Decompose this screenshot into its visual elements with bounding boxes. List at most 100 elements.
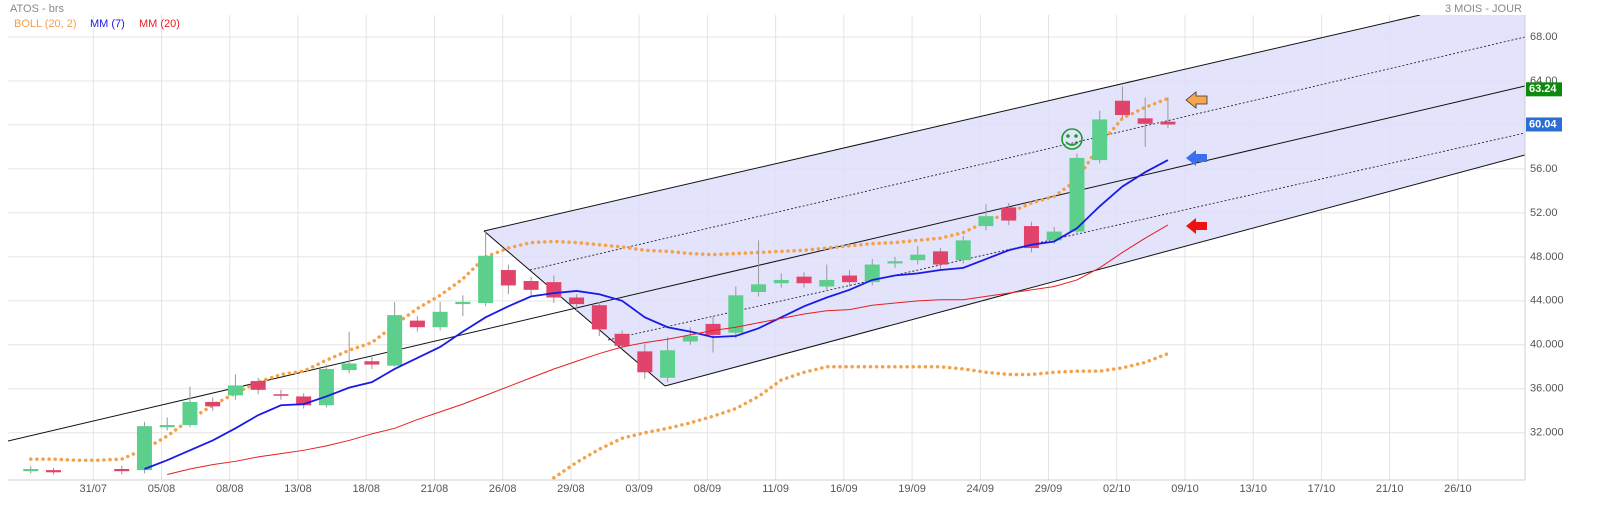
- x-tick-label: 17/10: [1308, 483, 1336, 495]
- x-tick-label: 26/08: [489, 483, 517, 495]
- x-tick-label: 18/08: [352, 483, 380, 495]
- candle-body: [1160, 121, 1176, 125]
- arrow-blue: [1186, 150, 1207, 166]
- candle-body: [1046, 231, 1062, 241]
- arrow-orange: [1185, 91, 1208, 109]
- x-tick-label: 26/10: [1444, 483, 1472, 495]
- candle-body: [205, 401, 221, 407]
- candle-body: [932, 251, 948, 265]
- candle-body: [1069, 157, 1085, 232]
- smiley: [1061, 128, 1083, 150]
- x-tick-label: 11/09: [762, 483, 789, 495]
- candle-body: [136, 426, 152, 471]
- chart-title: ATOS - brs: [10, 3, 64, 15]
- candle-body: [682, 335, 698, 342]
- price-label: 60.04: [1529, 118, 1557, 130]
- x-tick-label: 03/09: [625, 483, 653, 495]
- candle-body: [1137, 118, 1153, 124]
- candle-body: [182, 401, 198, 426]
- x-tick-label: 05/08: [148, 483, 176, 495]
- y-tick-label: 44.000: [1530, 295, 1564, 307]
- candle-body: [387, 315, 403, 366]
- y-tick-label: 68.00: [1530, 31, 1558, 43]
- candle-body: [773, 279, 789, 284]
- channel: [8, 15, 1525, 442]
- price-label-bg: [1526, 82, 1562, 97]
- y-tick-label: 56.00: [1530, 163, 1558, 175]
- candle-body: [432, 311, 448, 328]
- candle-body: [955, 240, 971, 261]
- candle-body: [546, 282, 562, 298]
- candle-body: [910, 254, 926, 261]
- x-tick-label: 31/07: [80, 483, 108, 495]
- candle-body: [842, 275, 858, 283]
- x-tick-label: 09/10: [1171, 483, 1199, 495]
- candle-body: [614, 333, 630, 346]
- x-tick-label: 13/08: [284, 483, 312, 495]
- y-tick-label: 36.000: [1530, 383, 1564, 395]
- candle-body: [114, 469, 130, 472]
- candle-body: [455, 301, 471, 305]
- candle-body: [341, 363, 357, 371]
- axes: 32.000 36.000 40.000 44.000 48.000 52.00 56.00…: [80, 31, 1564, 495]
- candle-body: [250, 381, 266, 390]
- candle-body: [591, 305, 607, 330]
- y-tick-label: 48.000: [1530, 251, 1564, 263]
- x-tick-label: 24/09: [967, 483, 995, 495]
- y-tick-label: 52.00: [1530, 207, 1558, 219]
- y-tick-label: 40.000: [1530, 339, 1564, 351]
- plot: [23, 86, 1176, 480]
- x-tick-label: 21/10: [1376, 483, 1404, 495]
- candle-body: [705, 323, 721, 335]
- candle-body: [1092, 119, 1108, 161]
- legend-entry: MM (20): [139, 18, 180, 30]
- x-tick-label: 16/09: [830, 483, 858, 495]
- candle-body: [409, 320, 425, 328]
- candle-body: [478, 255, 494, 304]
- candle-body: [500, 270, 516, 286]
- x-tick-label: 29/09: [1035, 483, 1063, 495]
- candle-body: [660, 350, 676, 378]
- candle-body: [227, 385, 243, 396]
- ma-line: [167, 224, 1169, 475]
- candle-body: [364, 361, 380, 365]
- candle-body: [318, 368, 334, 406]
- ma-line: [144, 159, 1169, 470]
- x-tick-label: 02/10: [1103, 483, 1131, 495]
- y-tick-label: 32.000: [1530, 427, 1564, 439]
- channel-fill: [484, 15, 1525, 386]
- candle-body: [23, 469, 39, 472]
- candle-body: [978, 216, 994, 227]
- price-label-bg: [1526, 117, 1562, 132]
- channel-edge: [483, 230, 666, 387]
- x-tick-label: 08/09: [694, 483, 722, 495]
- candle-body: [864, 264, 880, 283]
- arrow-red: [1186, 218, 1207, 234]
- candle-body: [1001, 207, 1017, 221]
- candle-body: [45, 470, 61, 473]
- candle-body: [1114, 100, 1130, 116]
- candle-body: [273, 394, 289, 396]
- x-tick-label: 21/08: [421, 483, 449, 495]
- x-tick-label: 19/09: [898, 483, 926, 495]
- candle-body: [523, 281, 539, 290]
- channel-upper: [483, 15, 1421, 232]
- candle-body: [159, 425, 175, 428]
- legend-entry: MM (7): [90, 18, 125, 30]
- x-tick-label: 13/10: [1239, 483, 1267, 495]
- boll-lower: [552, 351, 1170, 480]
- legend-entry: BOLL (20, 2): [14, 18, 77, 30]
- candle-body: [819, 279, 835, 287]
- candle-body: [728, 295, 744, 333]
- price-label: 63.24: [1529, 83, 1557, 95]
- candle-body: [637, 351, 653, 373]
- candle-body: [296, 396, 312, 406]
- candle-body: [887, 261, 903, 264]
- x-tick-label: 29/08: [557, 483, 585, 495]
- channel-dotted-lower: [607, 132, 1525, 341]
- chart-subtitle: 3 MOIS - JOUR: [1445, 3, 1522, 15]
- candle-body: [751, 284, 767, 293]
- candle-body: [1023, 226, 1039, 249]
- candle-body: [569, 297, 585, 305]
